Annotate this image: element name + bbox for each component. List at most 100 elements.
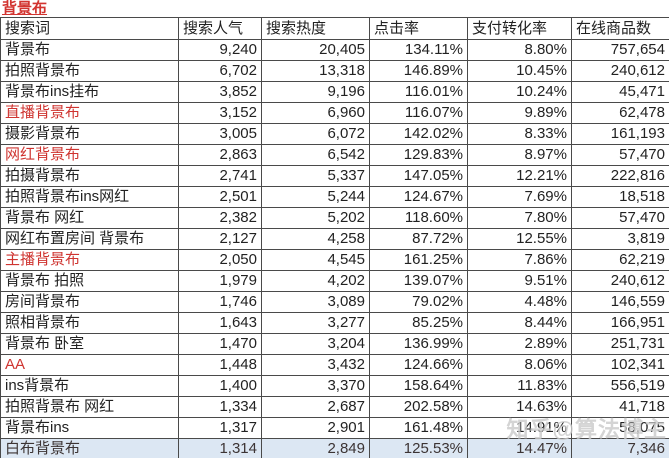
cell-search-heat[interactable]: 20,405 [261, 39, 370, 61]
cell-click-rate[interactable]: 129.83% [369, 144, 468, 166]
cell-pay-conversion-rate[interactable]: 12.55% [467, 228, 572, 250]
cell-search-popularity[interactable]: 1,334 [178, 396, 262, 418]
cell-online-product-count[interactable]: 18,518 [571, 186, 669, 208]
cell-search-term[interactable]: AA [0, 354, 179, 376]
cell-search-popularity[interactable]: 2,127 [178, 228, 262, 250]
cell-search-term[interactable]: 白布背景布 [0, 438, 179, 458]
cell-click-rate[interactable]: 161.48% [369, 417, 468, 439]
cell-search-term[interactable]: 拍照背景布 [0, 60, 179, 82]
cell-search-heat[interactable]: 5,202 [261, 207, 370, 229]
cell-online-product-count[interactable]: 41,718 [571, 396, 669, 418]
cell-online-product-count[interactable]: 222,816 [571, 165, 669, 187]
header-search-term[interactable]: 搜索词 [0, 17, 179, 40]
cell-pay-conversion-rate[interactable]: 8.33% [467, 123, 572, 145]
cell-search-heat[interactable]: 3,089 [261, 291, 370, 313]
cell-click-rate[interactable]: 124.67% [369, 186, 468, 208]
cell-online-product-count[interactable]: 45,471 [571, 81, 669, 103]
header-search-popularity[interactable]: 搜索人气 [178, 17, 262, 40]
cell-online-product-count[interactable]: 161,193 [571, 123, 669, 145]
cell-click-rate[interactable]: 118.60% [369, 207, 468, 229]
cell-click-rate[interactable]: 202.58% [369, 396, 468, 418]
cell-click-rate[interactable]: 116.07% [369, 102, 468, 124]
cell-online-product-count[interactable]: 57,470 [571, 144, 669, 166]
cell-search-popularity[interactable]: 3,005 [178, 123, 262, 145]
cell-pay-conversion-rate[interactable]: 7.86% [467, 249, 572, 271]
cell-online-product-count[interactable]: 62,219 [571, 249, 669, 271]
cell-click-rate[interactable]: 79.02% [369, 291, 468, 313]
cell-online-product-count[interactable]: 166,951 [571, 312, 669, 334]
cell-search-term[interactable]: 主播背景布 [0, 249, 179, 271]
cell-pay-conversion-rate[interactable]: 9.89% [467, 102, 572, 124]
cell-search-popularity[interactable]: 2,382 [178, 207, 262, 229]
cell-search-popularity[interactable]: 2,741 [178, 165, 262, 187]
cell-search-term[interactable]: 背景布 拍照 [0, 270, 179, 292]
cell-click-rate[interactable]: 134.11% [369, 39, 468, 61]
cell-search-popularity[interactable]: 3,852 [178, 81, 262, 103]
cell-search-term[interactable]: 网红背景布 [0, 144, 179, 166]
cell-search-heat[interactable]: 2,901 [261, 417, 370, 439]
cell-search-term[interactable]: 背景布 卧室 [0, 333, 179, 355]
cell-pay-conversion-rate[interactable]: 9.51% [467, 270, 572, 292]
cell-search-heat[interactable]: 2,687 [261, 396, 370, 418]
cell-search-popularity[interactable]: 1,317 [178, 417, 262, 439]
cell-search-popularity[interactable]: 9,240 [178, 39, 262, 61]
cell-pay-conversion-rate[interactable]: 14.91% [467, 417, 572, 439]
cell-click-rate[interactable]: 116.01% [369, 81, 468, 103]
header-click-rate[interactable]: 点击率 [369, 17, 468, 40]
cell-click-rate[interactable]: 146.89% [369, 60, 468, 82]
cell-search-term[interactable]: 拍照背景布ins网红 [0, 186, 179, 208]
cell-pay-conversion-rate[interactable]: 10.24% [467, 81, 572, 103]
cell-search-popularity[interactable]: 1,979 [178, 270, 262, 292]
cell-pay-conversion-rate[interactable]: 14.47% [467, 438, 572, 458]
cell-pay-conversion-rate[interactable]: 8.97% [467, 144, 572, 166]
header-search-heat[interactable]: 搜索热度 [261, 17, 370, 40]
cell-search-heat[interactable]: 13,318 [261, 60, 370, 82]
cell-search-popularity[interactable]: 1,470 [178, 333, 262, 355]
cell-search-term[interactable]: 背景布 [0, 39, 179, 61]
cell-search-heat[interactable]: 3,277 [261, 312, 370, 334]
cell-online-product-count[interactable]: 3,819 [571, 228, 669, 250]
cell-online-product-count[interactable]: 7,346 [571, 438, 669, 458]
cell-search-heat[interactable]: 5,337 [261, 165, 370, 187]
cell-click-rate[interactable]: 125.53% [369, 438, 468, 458]
cell-search-heat[interactable]: 3,370 [261, 375, 370, 397]
cell-search-term[interactable]: ins背景布 [0, 375, 179, 397]
cell-search-popularity[interactable]: 2,050 [178, 249, 262, 271]
cell-online-product-count[interactable]: 57,470 [571, 207, 669, 229]
cell-search-popularity[interactable]: 3,152 [178, 102, 262, 124]
cell-search-term[interactable]: 背景布ins [0, 417, 179, 439]
cell-search-heat[interactable]: 6,960 [261, 102, 370, 124]
cell-search-popularity[interactable]: 1,314 [178, 438, 262, 458]
cell-online-product-count[interactable]: 58,075 [571, 417, 669, 439]
cell-search-heat[interactable]: 5,244 [261, 186, 370, 208]
cell-click-rate[interactable]: 147.05% [369, 165, 468, 187]
cell-search-popularity[interactable]: 2,501 [178, 186, 262, 208]
cell-search-heat[interactable]: 9,196 [261, 81, 370, 103]
cell-click-rate[interactable]: 136.99% [369, 333, 468, 355]
cell-search-popularity[interactable]: 2,863 [178, 144, 262, 166]
cell-search-popularity[interactable]: 1,643 [178, 312, 262, 334]
cell-online-product-count[interactable]: 240,612 [571, 60, 669, 82]
cell-search-heat[interactable]: 6,072 [261, 123, 370, 145]
cell-search-term[interactable]: 背景布 网红 [0, 207, 179, 229]
cell-pay-conversion-rate[interactable]: 2.89% [467, 333, 572, 355]
cell-search-heat[interactable]: 3,432 [261, 354, 370, 376]
cell-search-term[interactable]: 拍摄背景布 [0, 165, 179, 187]
cell-online-product-count[interactable]: 757,654 [571, 39, 669, 61]
cell-search-term[interactable]: 背景布ins挂布 [0, 81, 179, 103]
cell-online-product-count[interactable]: 102,341 [571, 354, 669, 376]
cell-search-heat[interactable]: 4,545 [261, 249, 370, 271]
cell-search-popularity[interactable]: 1,400 [178, 375, 262, 397]
cell-pay-conversion-rate[interactable]: 8.06% [467, 354, 572, 376]
cell-pay-conversion-rate[interactable]: 7.80% [467, 207, 572, 229]
cell-search-popularity[interactable]: 1,448 [178, 354, 262, 376]
cell-click-rate[interactable]: 85.25% [369, 312, 468, 334]
cell-search-heat[interactable]: 2,849 [261, 438, 370, 458]
cell-online-product-count[interactable]: 556,519 [571, 375, 669, 397]
header-online-product-count[interactable]: 在线商品数 [571, 17, 669, 40]
cell-click-rate[interactable]: 139.07% [369, 270, 468, 292]
cell-search-term[interactable]: 房间背景布 [0, 291, 179, 313]
cell-search-term[interactable]: 摄影背景布 [0, 123, 179, 145]
cell-search-popularity[interactable]: 1,746 [178, 291, 262, 313]
cell-click-rate[interactable]: 161.25% [369, 249, 468, 271]
